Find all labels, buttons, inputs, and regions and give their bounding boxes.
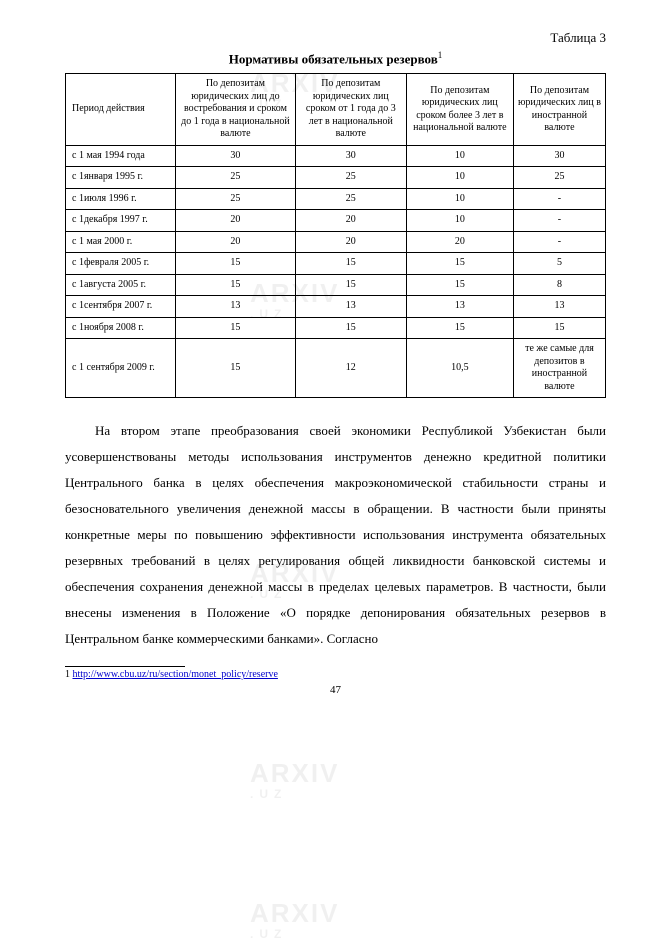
cell-value: 10 (406, 167, 513, 189)
table-title-footnote-marker: 1 (438, 50, 443, 60)
cell-value: 13 (406, 296, 513, 318)
cell-value: 20 (295, 231, 406, 253)
table-number-label: Таблица 3 (65, 30, 606, 46)
cell-value: 25 (295, 167, 406, 189)
cell-period: с 1 мая 1994 года (66, 145, 176, 167)
cell-period: с 1января 1995 г. (66, 167, 176, 189)
table-title-text: Нормативы обязательных резервов (229, 51, 438, 66)
table-row: с 1января 1995 г. 25 25 10 25 (66, 167, 606, 189)
cell-value: 15 (513, 317, 605, 339)
cell-value: 12 (295, 339, 406, 398)
table-header-row: Период действия По депозитам юридических… (66, 74, 606, 146)
cell-value: 20 (176, 231, 296, 253)
col-header-period: Период действия (66, 74, 176, 146)
cell-period: с 1февраля 2005 г. (66, 253, 176, 275)
cell-value: 30 (295, 145, 406, 167)
table-row: с 1сентября 2007 г. 13 13 13 13 (66, 296, 606, 318)
body-paragraph: На втором этапе преобразования своей эко… (65, 418, 606, 652)
cell-value: 30 (176, 145, 296, 167)
table-row: с 1 мая 1994 года 30 30 10 30 (66, 145, 606, 167)
footnote-marker: 1 (65, 669, 70, 680)
cell-value: 25 (176, 167, 296, 189)
cell-value: 10 (406, 210, 513, 232)
cell-value: 5 (513, 253, 605, 275)
cell-period: с 1ноября 2008 г. (66, 317, 176, 339)
footnote-separator (65, 666, 185, 667)
cell-value: 15 (406, 274, 513, 296)
cell-value: 15 (406, 317, 513, 339)
cell-period: с 1августа 2005 г. (66, 274, 176, 296)
table-row: с 1июля 1996 г. 25 25 10 - (66, 188, 606, 210)
cell-value: - (513, 188, 605, 210)
cell-value: 20 (406, 231, 513, 253)
cell-value: 8 (513, 274, 605, 296)
cell-value: 25 (513, 167, 605, 189)
cell-value: 30 (513, 145, 605, 167)
table-row: с 1 мая 2000 г. 20 20 20 - (66, 231, 606, 253)
cell-value: 15 (295, 317, 406, 339)
cell-value: 15 (176, 317, 296, 339)
watermark-text: ARXIV (250, 900, 339, 926)
cell-value: 15 (406, 253, 513, 275)
cell-value: 15 (295, 274, 406, 296)
cell-value: 13 (176, 296, 296, 318)
cell-value: - (513, 210, 605, 232)
cell-period: с 1 мая 2000 г. (66, 231, 176, 253)
table-row: с 1декабря 1997 г. 20 20 10 - (66, 210, 606, 232)
cell-value: 13 (513, 296, 605, 318)
watermark-sub: .UZ (250, 928, 339, 940)
cell-value: 15 (176, 339, 296, 398)
table-row: с 1августа 2005 г. 15 15 15 8 (66, 274, 606, 296)
cell-value: 10 (406, 145, 513, 167)
cell-value: те же самые для депозитов в иностранной … (513, 339, 605, 398)
cell-value: 10 (406, 188, 513, 210)
cell-value: 13 (295, 296, 406, 318)
watermark-sub: .UZ (250, 788, 339, 800)
table-row: с 1ноября 2008 г. 15 15 15 15 (66, 317, 606, 339)
footnote: 1 http://www.cbu.uz/ru/section/monet_pol… (65, 669, 606, 680)
table-row: с 1 сентября 2009 г. 15 12 10,5 те же са… (66, 339, 606, 398)
cell-value: 15 (295, 253, 406, 275)
cell-value: 10,5 (406, 339, 513, 398)
cell-period: с 1сентября 2007 г. (66, 296, 176, 318)
cell-value: 25 (176, 188, 296, 210)
col-header-4: По депозитам юридических лиц в иностранн… (513, 74, 605, 146)
table-row: с 1февраля 2005 г. 15 15 15 5 (66, 253, 606, 275)
page-number: 47 (65, 684, 606, 696)
watermark-text: ARXIV (250, 760, 339, 786)
cell-value: 15 (176, 253, 296, 275)
reserve-norms-table: Период действия По депозитам юридических… (65, 73, 606, 398)
table-title: Нормативы обязательных резервов1 (65, 50, 606, 67)
cell-value: 15 (176, 274, 296, 296)
cell-value: - (513, 231, 605, 253)
col-header-3: По депозитам юридических лиц сроком боле… (406, 74, 513, 146)
cell-value: 20 (295, 210, 406, 232)
cell-value: 20 (176, 210, 296, 232)
cell-value: 25 (295, 188, 406, 210)
col-header-1: По депозитам юридических лиц до востребо… (176, 74, 296, 146)
cell-period: с 1 сентября 2009 г. (66, 339, 176, 398)
cell-period: с 1июля 1996 г. (66, 188, 176, 210)
col-header-2: По депозитам юридических лиц сроком от 1… (295, 74, 406, 146)
footnote-link[interactable]: http://www.cbu.uz/ru/section/monet_polic… (73, 669, 278, 680)
cell-period: с 1декабря 1997 г. (66, 210, 176, 232)
